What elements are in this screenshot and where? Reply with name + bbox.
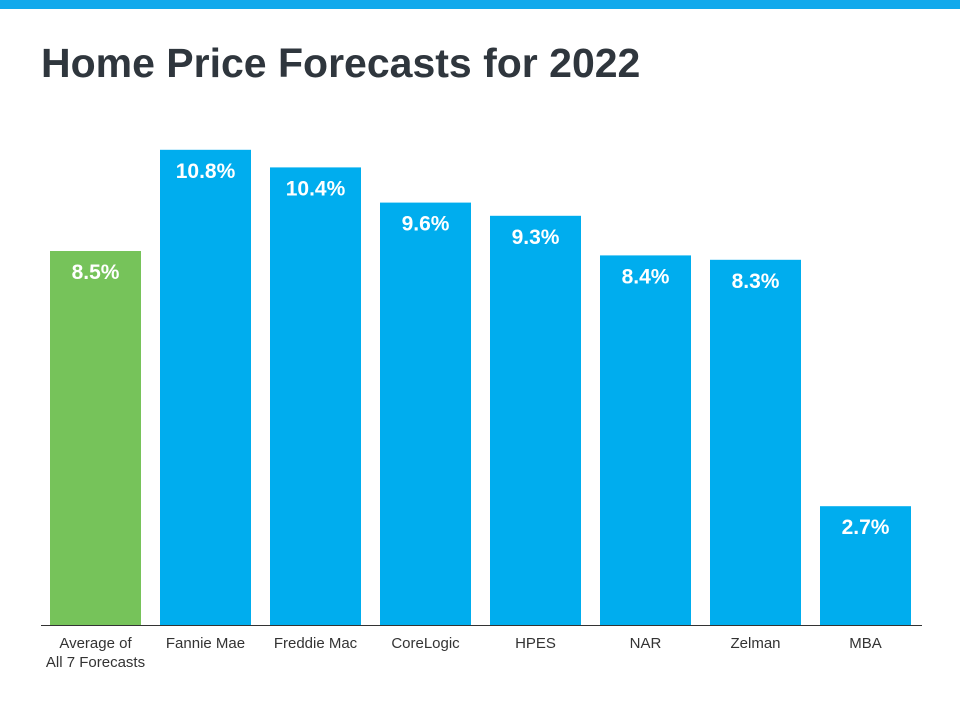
page-title: Home Price Forecasts for 2022 bbox=[41, 40, 641, 86]
data-label: 9.3% bbox=[512, 226, 560, 249]
category-label: All 7 Forecasts bbox=[46, 654, 145, 671]
bar bbox=[600, 255, 691, 625]
data-label: 10.8% bbox=[176, 160, 236, 183]
bar bbox=[380, 202, 471, 625]
bar bbox=[50, 251, 141, 625]
category-label: Average of bbox=[59, 635, 132, 652]
category-label: CoreLogic bbox=[391, 635, 460, 652]
data-label: 2.7% bbox=[842, 516, 890, 539]
category-label: Fannie Mae bbox=[166, 635, 245, 652]
data-label: 8.5% bbox=[72, 261, 120, 284]
bar bbox=[820, 506, 911, 625]
category-label: Zelman bbox=[730, 635, 780, 652]
data-label: 8.3% bbox=[732, 270, 780, 293]
category-label: MBA bbox=[849, 635, 882, 652]
category-label: Freddie Mac bbox=[274, 635, 358, 652]
data-label: 9.6% bbox=[402, 213, 450, 236]
data-label: 10.4% bbox=[286, 177, 346, 200]
bar bbox=[160, 149, 251, 626]
bar bbox=[710, 259, 801, 625]
top-accent-bar bbox=[0, 0, 960, 9]
bar bbox=[490, 215, 581, 626]
bar bbox=[270, 167, 361, 625]
data-label: 8.4% bbox=[622, 265, 670, 288]
category-label: HPES bbox=[515, 635, 556, 652]
category-label: NAR bbox=[630, 635, 662, 652]
